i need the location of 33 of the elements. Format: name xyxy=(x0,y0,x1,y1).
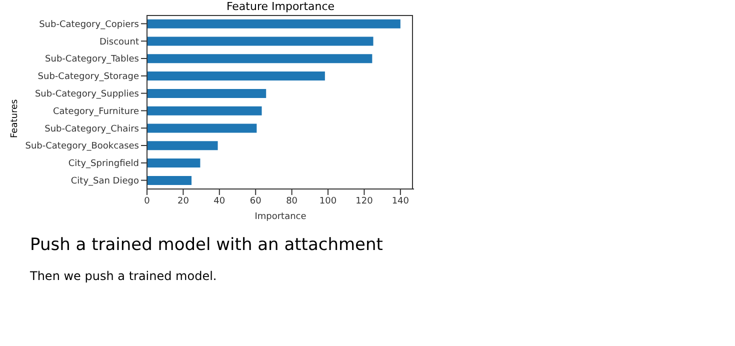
y-tick-label: Sub-Category_Storage xyxy=(38,72,140,82)
y-tick-label: Discount xyxy=(99,37,140,48)
x-tick-label: 100 xyxy=(319,196,337,206)
y-tick-label: Sub-Category_Copiers xyxy=(39,20,140,30)
y-tick-label: Sub-Category_Bookcases xyxy=(25,142,140,152)
chart-title: Feature Importance xyxy=(225,0,336,13)
bar xyxy=(147,72,325,81)
text: Then we push a trained model. xyxy=(30,269,218,283)
y-tick-label: City_San Diego xyxy=(70,176,140,186)
x-tick-label: 140 xyxy=(392,196,410,206)
bar xyxy=(147,141,218,150)
y-axis-title: Features xyxy=(10,99,20,138)
y-tick-label: Sub-Category_Tables xyxy=(45,54,140,65)
text: Push a trained model with an attachment xyxy=(30,235,384,255)
bar xyxy=(147,36,374,46)
y-tick-label: Sub-Category_Chairs xyxy=(44,124,140,134)
x-tick-label: 80 xyxy=(286,196,298,206)
x-tick-label: 0 xyxy=(144,196,150,206)
y-tick-label: City_Springfield xyxy=(68,159,139,170)
bar xyxy=(147,106,262,116)
x-tick-label: 20 xyxy=(177,196,190,206)
x-tick-label: 60 xyxy=(250,196,262,206)
bar xyxy=(147,158,200,168)
y-tick-label: Sub-Category_Supplies xyxy=(34,89,140,100)
bar xyxy=(147,176,192,185)
bar xyxy=(147,54,372,64)
bar xyxy=(147,19,400,28)
x-axis-title: Importance xyxy=(254,212,307,222)
x-tick-label: 40 xyxy=(214,196,226,206)
bar xyxy=(147,124,257,133)
y-tick-label: Category_Furniture xyxy=(52,106,140,117)
bar xyxy=(147,88,266,98)
x-tick-label: 120 xyxy=(356,196,374,206)
